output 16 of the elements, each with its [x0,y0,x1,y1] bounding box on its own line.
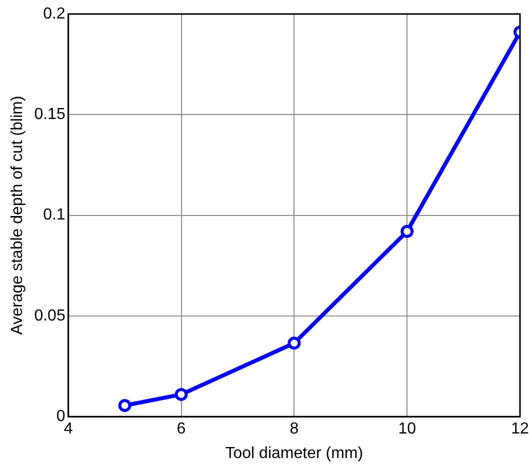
point [118,399,132,412]
point [400,224,414,238]
point [174,388,188,401]
x-tick-label: 12 [511,420,529,438]
x-axis-title: Tool diameter (mm) [225,444,364,462]
x-tick-label: 8 [290,420,299,438]
x-tick-label: 4 [64,420,73,438]
point [288,336,301,350]
y-tick-label: 0.15 [34,106,66,124]
x-tick-label: 10 [398,420,416,438]
y-tick-label: 0.1 [43,206,66,224]
y-tick-label: 0.05 [34,307,66,324]
y-tick-label: 0 [56,408,66,426]
y-tick-label: 0.2 [43,5,66,22]
y-axis-title: Average stable depth of cut (blim) [9,96,26,335]
x-tick-label: 6 [176,420,186,438]
